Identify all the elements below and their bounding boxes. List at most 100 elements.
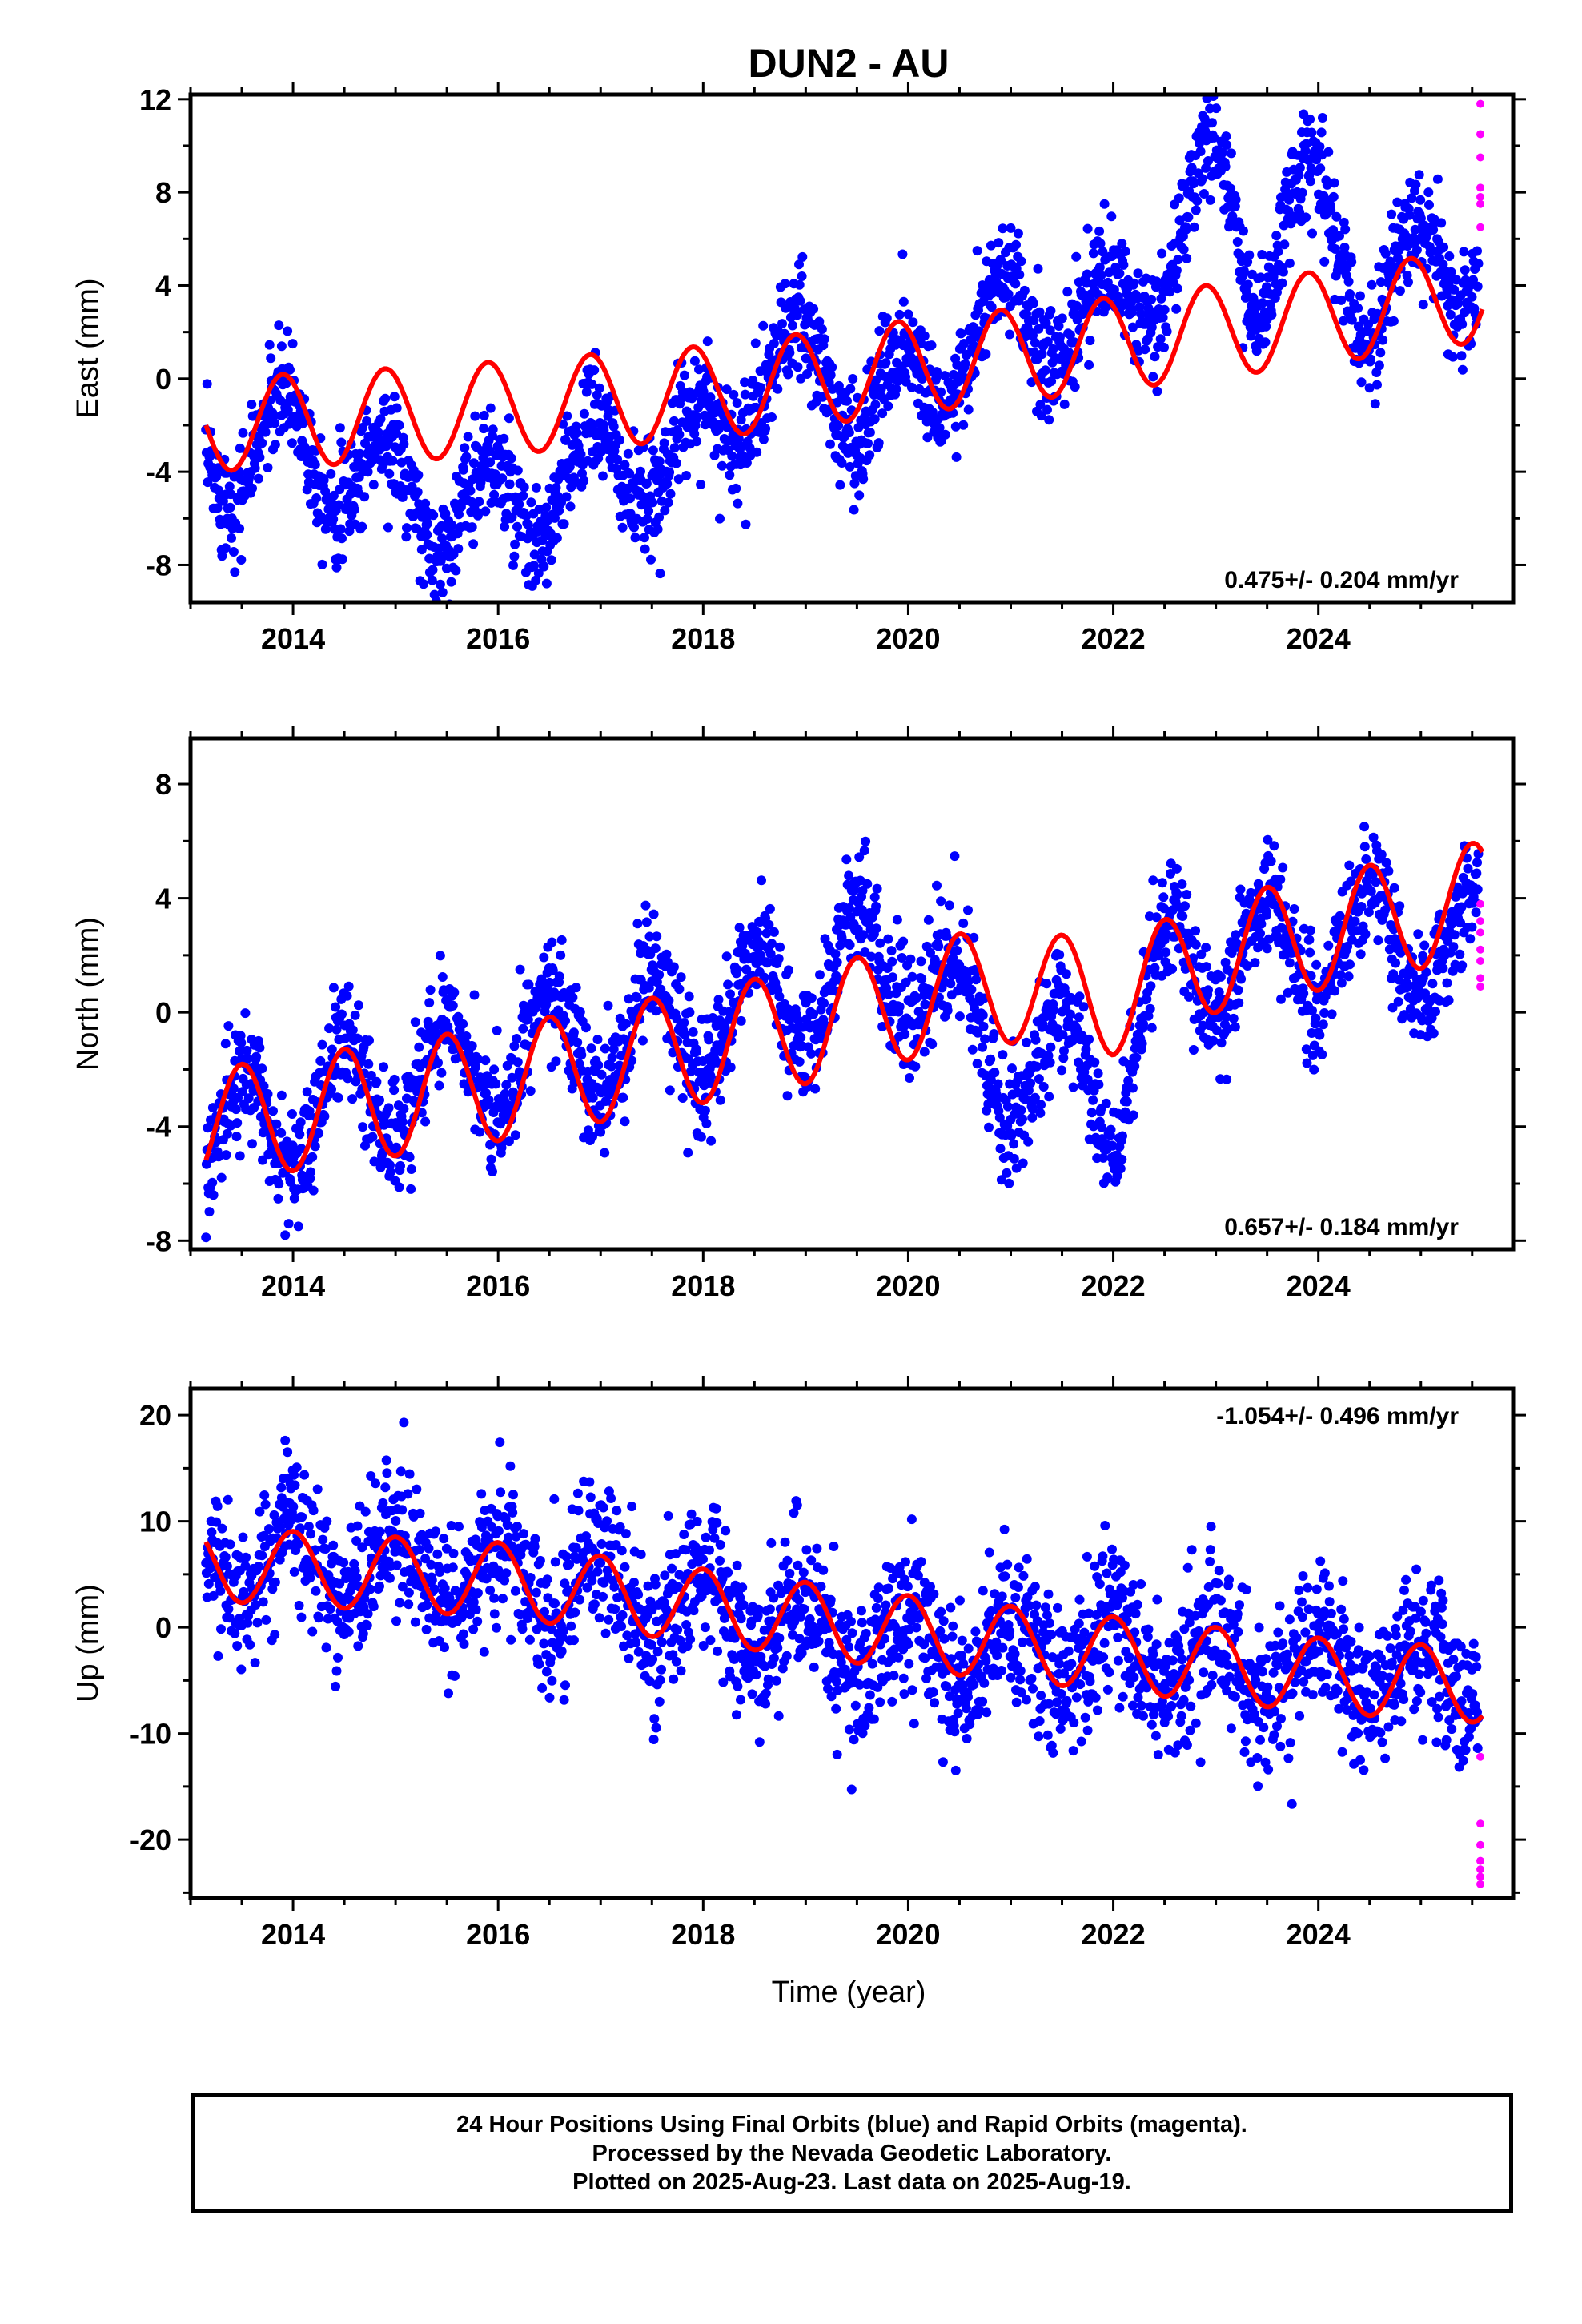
final-orbit-point [1174, 215, 1185, 226]
final-orbit-point [782, 1091, 793, 1101]
final-orbit-point [673, 474, 684, 485]
final-orbit-point [387, 456, 398, 466]
final-orbit-point [220, 543, 231, 553]
final-orbit-point [451, 565, 461, 576]
final-orbit-point [287, 339, 298, 349]
x-tick-label: 2022 [1082, 1269, 1146, 1302]
final-orbit-point [289, 1193, 299, 1204]
final-orbit-point [1040, 365, 1050, 376]
final-orbit-point [258, 1155, 267, 1165]
final-orbit-point [1455, 949, 1465, 959]
final-orbit-point [368, 480, 379, 490]
final-orbit-point [1378, 335, 1388, 345]
final-orbit-point [539, 952, 549, 963]
final-orbit-point [231, 1104, 241, 1115]
final-orbit-point [541, 999, 552, 1010]
final-orbit-point [274, 1179, 284, 1189]
final-orbit-point [349, 505, 359, 515]
final-orbit-point [1444, 251, 1455, 261]
final-orbit-point [817, 324, 827, 334]
x-tick-label: 2016 [466, 1269, 530, 1302]
final-orbit-point [485, 1140, 496, 1150]
final-orbit-point [986, 240, 996, 251]
final-orbit-point [358, 1122, 368, 1132]
final-orbit-point [1005, 329, 1015, 340]
final-orbit-point [797, 271, 807, 281]
final-orbit-point [1098, 247, 1108, 257]
final-orbit-point [342, 991, 352, 1001]
final-orbit-point [322, 1516, 332, 1526]
final-orbit-point [1012, 1088, 1022, 1098]
final-orbit-point [285, 364, 295, 375]
final-orbit-point [235, 1151, 245, 1161]
final-orbit-point [883, 401, 893, 412]
final-orbit-point [948, 953, 958, 963]
final-orbit-point [1157, 878, 1167, 888]
final-orbit-point [1101, 1098, 1111, 1108]
final-orbit-point [755, 366, 765, 376]
final-orbit-point [797, 251, 808, 262]
x-tick-label: 2014 [261, 1269, 325, 1302]
final-orbit-point [485, 403, 496, 413]
final-orbit-point [458, 464, 468, 475]
final-orbit-point [1196, 949, 1207, 959]
final-orbit-point [848, 374, 858, 384]
final-orbit-point [367, 1132, 378, 1142]
final-orbit-point [480, 1055, 491, 1066]
final-orbit-point [572, 428, 582, 438]
final-orbit-point [499, 433, 509, 444]
final-orbit-point [723, 979, 733, 990]
final-orbit-point [363, 467, 373, 477]
final-orbit-point [357, 521, 367, 532]
final-orbit-point [753, 927, 762, 938]
final-orbit-point [328, 1540, 339, 1550]
final-orbit-point [471, 1062, 480, 1072]
final-orbit-point [858, 474, 869, 485]
final-orbit-point [420, 1116, 431, 1127]
final-orbit-point [382, 1468, 392, 1478]
final-orbit-point [956, 328, 966, 339]
final-orbit-point [692, 1047, 702, 1057]
final-orbit-point [416, 605, 425, 614]
final-orbit-point [237, 1087, 247, 1097]
final-orbit-point [1439, 242, 1449, 252]
final-orbit-point [905, 1073, 914, 1083]
final-orbit-point [1128, 1110, 1138, 1120]
final-orbit-point [951, 452, 962, 462]
final-orbit-point [283, 326, 293, 336]
final-orbit-point [1275, 875, 1286, 884]
final-orbit-point [345, 489, 355, 499]
final-orbit-point [1442, 978, 1452, 988]
final-orbit-point [1279, 239, 1290, 250]
final-orbit-point [665, 489, 676, 499]
final-orbit-point [1129, 278, 1139, 288]
final-orbit-point [1191, 205, 1201, 215]
final-orbit-point [788, 320, 797, 331]
final-orbit-point [352, 1521, 363, 1531]
final-orbit-point [508, 560, 518, 570]
rate-annotation-north: 0.657+/- 0.184 mm/yr [1224, 1214, 1459, 1240]
final-orbit-point [551, 483, 561, 493]
final-orbit-point [1407, 193, 1417, 203]
final-orbit-point [1042, 404, 1052, 415]
final-orbit-point [355, 448, 365, 459]
final-orbit-point [203, 477, 213, 488]
final-orbit-point [641, 917, 652, 927]
final-orbit-point [1057, 1065, 1067, 1076]
final-orbit-point [1094, 1080, 1104, 1090]
final-orbit-point [936, 896, 946, 907]
final-orbit-point [383, 1103, 394, 1113]
final-orbit-point [1392, 197, 1403, 207]
final-orbit-point [297, 1512, 307, 1522]
final-orbit-point [259, 1081, 269, 1092]
final-orbit-point [504, 1136, 514, 1147]
final-orbit-point [1243, 961, 1253, 971]
final-orbit-point [784, 368, 793, 379]
final-orbit-point [273, 1193, 283, 1204]
final-orbit-point [1344, 860, 1355, 870]
final-orbit-point [391, 1616, 401, 1626]
final-orbit-point [1172, 283, 1182, 294]
final-orbit-point [1299, 988, 1309, 999]
final-orbit-point [900, 1029, 910, 1039]
final-orbit-point [470, 411, 480, 421]
